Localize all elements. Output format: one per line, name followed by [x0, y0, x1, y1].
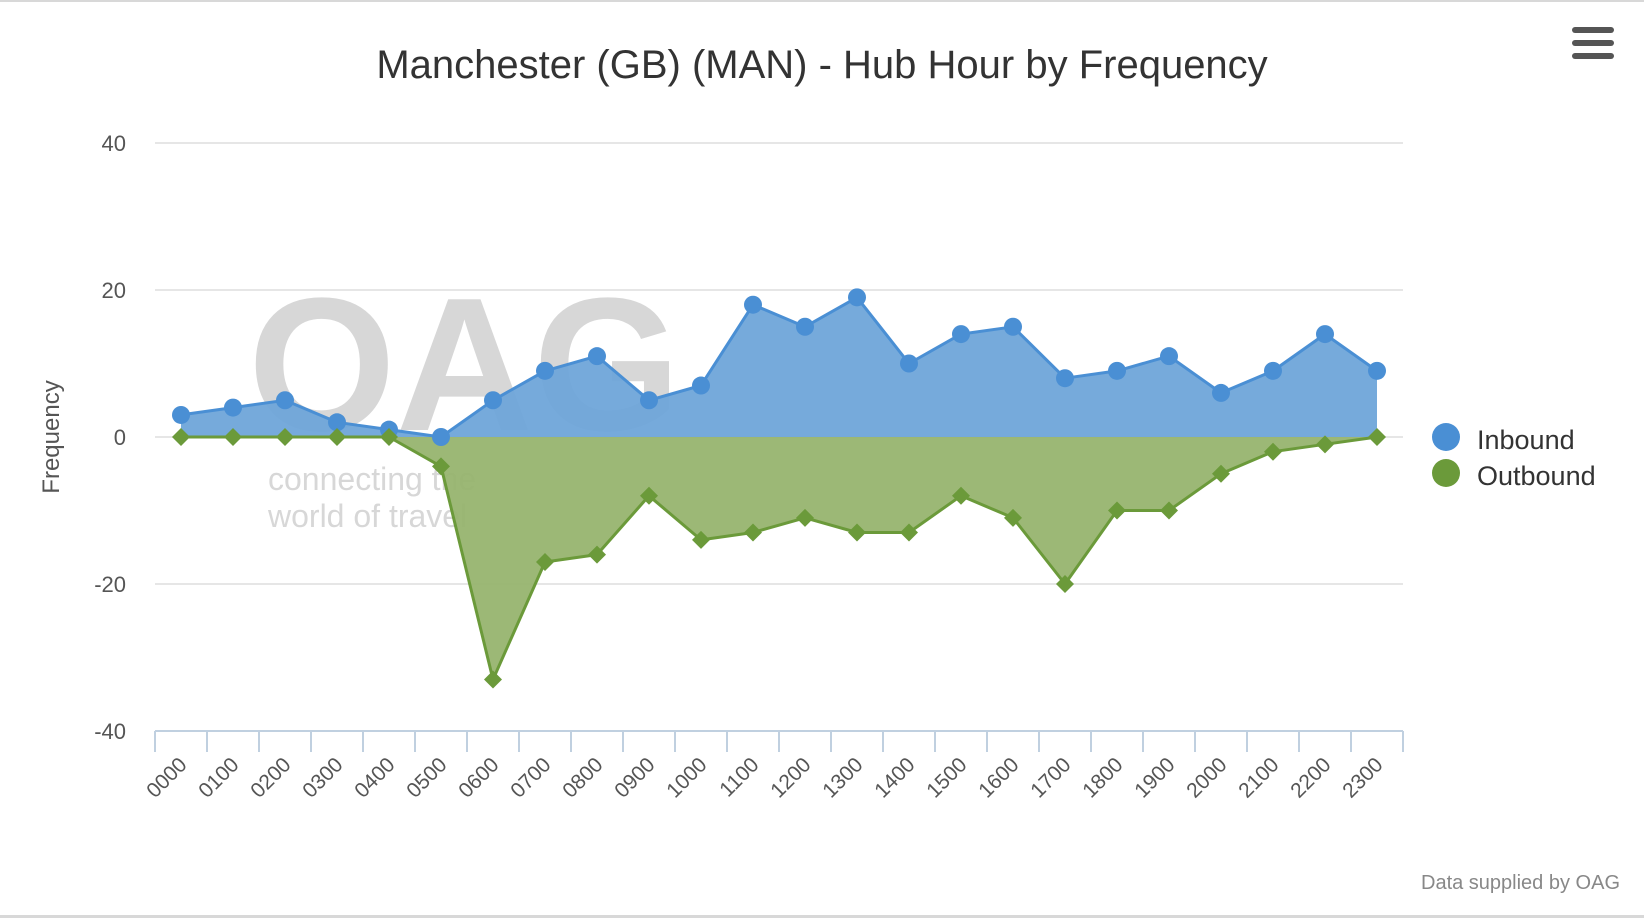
x-tick-label: 1900 [1130, 753, 1179, 802]
point-inbound[interactable] [744, 295, 762, 314]
point-outbound[interactable] [848, 523, 866, 542]
point-outbound[interactable] [640, 486, 658, 505]
point-inbound[interactable] [1316, 325, 1334, 344]
point-inbound[interactable] [224, 398, 242, 417]
point-inbound[interactable] [328, 413, 346, 432]
legend-label-outbound: Outbound [1477, 461, 1596, 491]
point-inbound[interactable] [484, 391, 502, 410]
x-tick-label: 2200 [1286, 753, 1335, 802]
point-inbound[interactable] [432, 428, 450, 446]
point-outbound[interactable] [900, 523, 918, 542]
point-outbound[interactable] [1316, 435, 1334, 454]
x-tick-label: 1000 [662, 753, 711, 802]
data-credit[interactable]: Data supplied by OAG [1421, 872, 1620, 894]
legend-label-inbound: Inbound [1477, 425, 1575, 455]
point-outbound[interactable] [484, 670, 502, 689]
point-outbound[interactable] [744, 523, 762, 542]
y-tick-label: 0 [114, 425, 126, 450]
point-inbound[interactable] [1056, 369, 1074, 388]
point-outbound[interactable] [380, 428, 398, 446]
legend-item-outbound[interactable]: Outbound [1432, 459, 1596, 491]
y-tick-label: 40 [102, 131, 126, 156]
x-axis: 0000 0100 0200 0300 0400 0500 0600 0700 0800 0900… [142, 730, 1404, 803]
point-inbound[interactable] [588, 347, 606, 366]
point-inbound[interactable] [796, 317, 814, 336]
x-tick-label: 1200 [766, 753, 815, 802]
x-tick-label: 0900 [610, 753, 659, 802]
point-inbound[interactable] [692, 376, 710, 395]
point-inbound[interactable] [848, 288, 866, 307]
y-tick-label: 20 [102, 278, 126, 303]
hamburger-menu-icon[interactable] [1572, 26, 1614, 62]
series-areas [181, 297, 1377, 680]
point-outbound[interactable] [328, 428, 346, 446]
x-tick-label: 1800 [1078, 753, 1127, 802]
legend-marker-outbound [1432, 459, 1460, 487]
point-inbound[interactable] [1004, 317, 1022, 336]
point-outbound[interactable] [276, 428, 294, 446]
x-tick-label: 0400 [350, 753, 399, 802]
series-markers [172, 288, 1386, 689]
point-outbound[interactable] [1368, 428, 1386, 446]
x-tick-label: 0200 [246, 753, 295, 802]
legend: Inbound Outbound [1432, 423, 1596, 491]
y-tick-label: -40 [94, 719, 126, 744]
point-inbound[interactable] [900, 354, 918, 373]
point-outbound[interactable] [172, 428, 190, 446]
x-tick-label: 2100 [1234, 753, 1283, 802]
point-inbound[interactable] [172, 405, 190, 424]
point-outbound[interactable] [224, 428, 242, 446]
point-outbound[interactable] [952, 486, 970, 505]
x-tick-label: 0100 [194, 753, 243, 802]
x-tick-label: 1500 [922, 753, 971, 802]
point-outbound[interactable] [1160, 501, 1178, 520]
point-outbound[interactable] [1004, 508, 1022, 527]
x-tick-label: 1600 [974, 753, 1023, 802]
x-tick-label: 0800 [558, 753, 607, 802]
x-tick-label: 0300 [298, 753, 347, 802]
x-tick-label: 1300 [818, 753, 867, 802]
point-outbound[interactable] [1108, 501, 1126, 520]
x-tick-label: 2000 [1182, 753, 1231, 802]
x-tick-label: 1700 [1026, 753, 1075, 802]
y-axis-title: Frequency [38, 380, 65, 493]
point-inbound[interactable] [1108, 361, 1126, 380]
x-tick-label: 1100 [715, 753, 763, 801]
x-tick-label: 0500 [402, 753, 451, 802]
point-inbound[interactable] [640, 391, 658, 410]
y-axis-ticks: 40 20 0 -20 -40 [94, 131, 126, 744]
point-outbound[interactable] [1264, 442, 1282, 461]
point-outbound[interactable] [796, 508, 814, 527]
area-outbound [181, 437, 1377, 680]
point-inbound[interactable] [536, 361, 554, 380]
x-tick-label: 2300 [1338, 753, 1387, 802]
point-inbound[interactable] [1212, 383, 1230, 402]
point-outbound[interactable] [536, 552, 554, 571]
point-inbound[interactable] [276, 391, 294, 410]
y-tick-label: -20 [94, 572, 126, 597]
point-outbound[interactable] [1212, 464, 1230, 483]
point-inbound[interactable] [1368, 361, 1386, 380]
x-tick-label: 0700 [506, 753, 555, 802]
x-tick-label: 0600 [454, 753, 503, 802]
point-outbound[interactable] [588, 545, 606, 564]
x-tick-label: 1400 [870, 753, 919, 802]
point-outbound[interactable] [692, 530, 710, 549]
watermark-tagline-2: world of travel [267, 498, 467, 534]
point-outbound[interactable] [432, 457, 450, 476]
x-tick-label: 0000 [142, 753, 191, 802]
point-outbound[interactable] [1056, 575, 1074, 593]
legend-item-inbound[interactable]: Inbound [1432, 423, 1575, 455]
point-inbound[interactable] [952, 325, 970, 344]
area-inbound [181, 297, 1377, 437]
point-inbound[interactable] [1264, 361, 1282, 380]
legend-marker-inbound [1432, 423, 1460, 451]
point-inbound[interactable] [1160, 347, 1178, 366]
chart-title: Manchester (GB) (MAN) - Hub Hour by Freq… [376, 43, 1267, 87]
